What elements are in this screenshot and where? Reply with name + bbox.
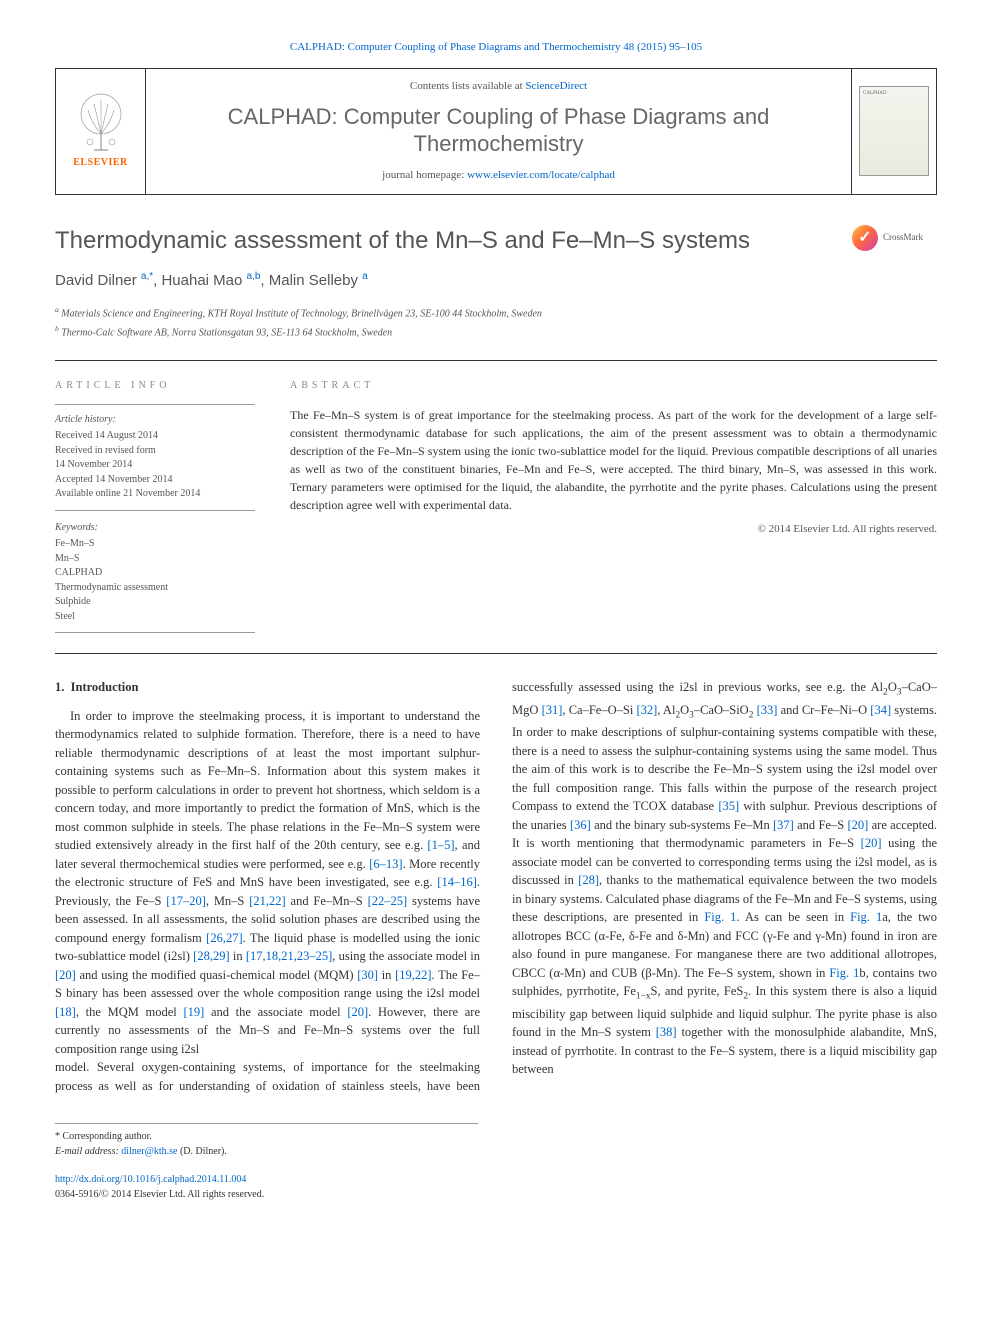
elsevier-wordmark: ELSEVIER [73, 156, 128, 171]
history-line: Available online 21 November 2014 [55, 487, 255, 502]
email-label: E-mail address: [55, 1146, 121, 1157]
contents-line: Contents lists available at ScienceDirec… [166, 79, 831, 95]
article-title: Thermodynamic assessment of the Mn–S and… [55, 225, 832, 256]
keyword: Fe–Mn–S [55, 537, 255, 552]
article-info-column: article info Article history: Received 1… [55, 379, 255, 633]
cover-thumbnail: CALPHAD [859, 86, 929, 176]
history-line: Received in revised form [55, 444, 255, 459]
body-paragraph: In order to improve the steelmaking proc… [55, 707, 480, 1059]
authors-line: David Dilner a,*, Huahai Mao a,b, Malin … [55, 270, 937, 292]
keyword: Steel [55, 610, 255, 625]
article-info-heading: article info [55, 379, 255, 394]
crossmark-icon: ✓ [852, 225, 878, 251]
sciencedirect-link[interactable]: ScienceDirect [525, 80, 587, 92]
affiliations: a Materials Science and Engineering, KTH… [55, 304, 937, 362]
affiliation-a: a Materials Science and Engineering, KTH… [55, 304, 937, 321]
contents-prefix: Contents lists available at [410, 80, 525, 92]
elsevier-tree-icon [76, 92, 126, 152]
keywords-label: Keywords: [55, 521, 255, 536]
article-body: 1. Introduction In order to improve the … [55, 678, 937, 1095]
corresponding-author: * Corresponding author. [55, 1130, 478, 1145]
abstract-text: The Fe–Mn–S system is of great importanc… [290, 406, 937, 514]
keyword: CALPHAD [55, 566, 255, 581]
crossmark-label: CrossMark [883, 231, 923, 244]
affiliation-b: b Thermo-Calc Software AB, Norra Station… [55, 323, 937, 340]
section-heading: 1. Introduction [55, 678, 480, 697]
doi-link[interactable]: http://dx.doi.org/10.1016/j.calphad.2014… [55, 1174, 246, 1185]
elsevier-logo: ELSEVIER [56, 69, 146, 194]
header-citation: CALPHAD: Computer Coupling of Phase Diag… [55, 40, 937, 56]
history-label: Article history: [55, 413, 255, 428]
keyword: Thermodynamic assessment [55, 581, 255, 596]
article-footer: * Corresponding author. E-mail address: … [55, 1123, 478, 1202]
homepage-line: journal homepage: www.elsevier.com/locat… [166, 168, 831, 184]
email-link[interactable]: dilner@kth.se [121, 1146, 177, 1157]
journal-cover: CALPHAD [851, 69, 936, 194]
abstract-heading: abstract [290, 379, 937, 394]
citation-link[interactable]: CALPHAD: Computer Coupling of Phase Diag… [290, 41, 702, 53]
email-line: E-mail address: dilner@kth.se (D. Dilner… [55, 1145, 478, 1160]
abstract-copyright: © 2014 Elsevier Ltd. All rights reserved… [290, 522, 937, 538]
section-number: 1. [55, 680, 64, 694]
issn-line: 0364-5916/© 2014 Elsevier Ltd. All right… [55, 1188, 478, 1203]
journal-masthead: ELSEVIER Contents lists available at Sci… [55, 68, 937, 195]
cover-label: CALPHAD [863, 90, 925, 97]
keywords-block: Keywords: Fe–Mn–S Mn–S CALPHAD Thermodyn… [55, 521, 255, 634]
email-suffix: (D. Dilner). [177, 1146, 226, 1157]
keyword: Mn–S [55, 552, 255, 567]
homepage-prefix: journal homepage: [382, 169, 467, 181]
doi-line: http://dx.doi.org/10.1016/j.calphad.2014… [55, 1173, 478, 1188]
abstract-column: abstract The Fe–Mn–S system is of great … [290, 379, 937, 633]
keyword: Sulphide [55, 595, 255, 610]
homepage-link[interactable]: www.elsevier.com/locate/calphad [467, 169, 615, 181]
history-line: Received 14 August 2014 [55, 429, 255, 444]
journal-title: CALPHAD: Computer Coupling of Phase Diag… [166, 103, 831, 158]
crossmark-badge[interactable]: ✓ CrossMark [852, 225, 937, 251]
section-title: Introduction [71, 680, 139, 694]
masthead-center: Contents lists available at ScienceDirec… [146, 69, 851, 194]
history-line: Accepted 14 November 2014 [55, 473, 255, 488]
article-history-block: Article history: Received 14 August 2014… [55, 404, 255, 511]
history-line: 14 November 2014 [55, 458, 255, 473]
